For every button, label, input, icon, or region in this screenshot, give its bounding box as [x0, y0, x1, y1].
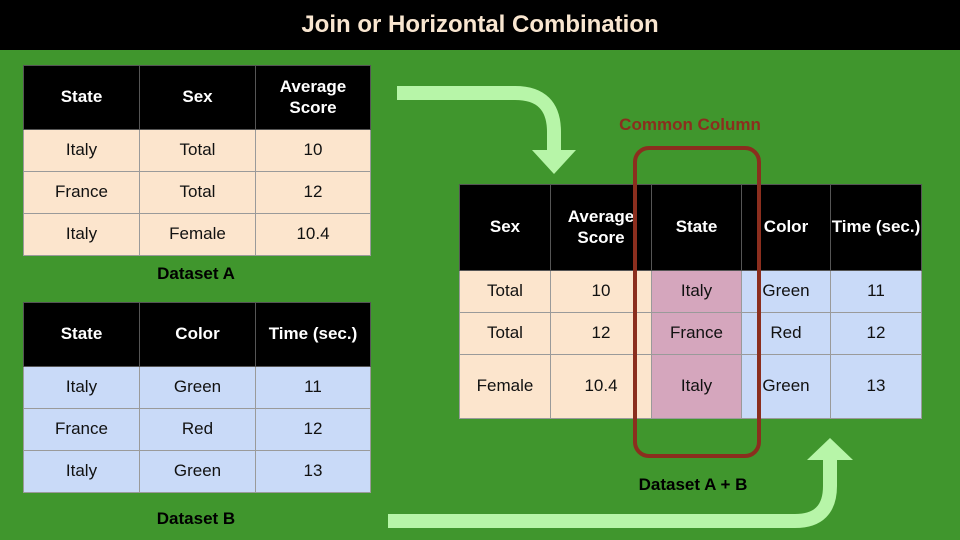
column-header: Color: [741, 184, 831, 271]
table-cell: Green: [139, 366, 256, 409]
table-cell: Green: [139, 450, 256, 493]
dataset-ab-table: Sex Average Score State Color Time (sec.…: [459, 184, 922, 419]
column-header: State: [651, 184, 742, 271]
table-row: Italy Green 11: [23, 366, 371, 409]
column-header: Average Score: [550, 184, 652, 271]
dataset-b-table: State Color Time (sec.) Italy Green 11 F…: [23, 302, 371, 493]
title-bar: Join or Horizontal Combination: [0, 0, 960, 50]
table-cell: Total: [459, 270, 551, 313]
table-row: France Red 12: [23, 408, 371, 451]
column-header: State: [23, 302, 140, 367]
table-header-row: State Color Time (sec.): [23, 302, 371, 367]
page-title: Join or Horizontal Combination: [301, 11, 659, 38]
table-cell: 12: [255, 171, 371, 214]
table-cell: France: [23, 408, 140, 451]
arrow-top-icon: [397, 86, 576, 174]
dataset-a-caption: Dataset A: [157, 264, 235, 283]
table-header-row: Sex Average Score State Color Time (sec.…: [459, 184, 922, 271]
common-column-cell: France: [651, 312, 742, 355]
dataset-a-table: State Sex Average Score Italy Total 10 F…: [23, 65, 371, 256]
column-header: Sex: [139, 65, 256, 130]
table-row: Italy Female 10.4: [23, 213, 371, 256]
table-cell: Total: [139, 171, 256, 214]
table-cell: 10: [550, 270, 652, 313]
column-header: Color: [139, 302, 256, 367]
dataset-ab-caption: Dataset A + B: [638, 475, 748, 494]
table-cell: Italy: [23, 129, 140, 172]
table-cell: 11: [830, 270, 922, 313]
common-column-label: Common Column: [619, 115, 761, 134]
table-cell: Total: [459, 312, 551, 355]
table-cell: 10.4: [550, 354, 652, 419]
table-cell: Red: [741, 312, 831, 355]
table-row: Total 10 Italy Green 11: [459, 270, 922, 313]
common-column-cell: Italy: [651, 354, 742, 419]
table-cell: 12: [255, 408, 371, 451]
table-row: Italy Total 10: [23, 129, 371, 172]
table-header-row: State Sex Average Score: [23, 65, 371, 130]
table-cell: 10.4: [255, 213, 371, 256]
table-cell: Italy: [23, 366, 140, 409]
table-cell: Female: [459, 354, 551, 419]
table-row: Italy Green 13: [23, 450, 371, 493]
table-cell: Green: [741, 270, 831, 313]
table-cell: Red: [139, 408, 256, 451]
table-cell: 12: [550, 312, 652, 355]
table-cell: Green: [741, 354, 831, 419]
table-cell: 12: [830, 312, 922, 355]
table-cell: 13: [255, 450, 371, 493]
table-row: Total 12 France Red 12: [459, 312, 922, 355]
table-cell: Italy: [23, 213, 140, 256]
common-column-cell: Italy: [651, 270, 742, 313]
column-header: Average Score: [255, 65, 371, 130]
table-row: France Total 12: [23, 171, 371, 214]
column-header: Sex: [459, 184, 551, 271]
table-cell: Italy: [23, 450, 140, 493]
table-cell: France: [23, 171, 140, 214]
table-cell: 10: [255, 129, 371, 172]
table-cell: Female: [139, 213, 256, 256]
table-cell: 11: [255, 366, 371, 409]
column-header: Time (sec.): [255, 302, 371, 367]
dataset-b-caption: Dataset B: [156, 509, 236, 528]
column-header: Time (sec.): [830, 184, 922, 271]
table-cell: 13: [830, 354, 922, 419]
table-cell: Total: [139, 129, 256, 172]
column-header: State: [23, 65, 140, 130]
table-row: Female 10.4 Italy Green 13: [459, 354, 922, 419]
